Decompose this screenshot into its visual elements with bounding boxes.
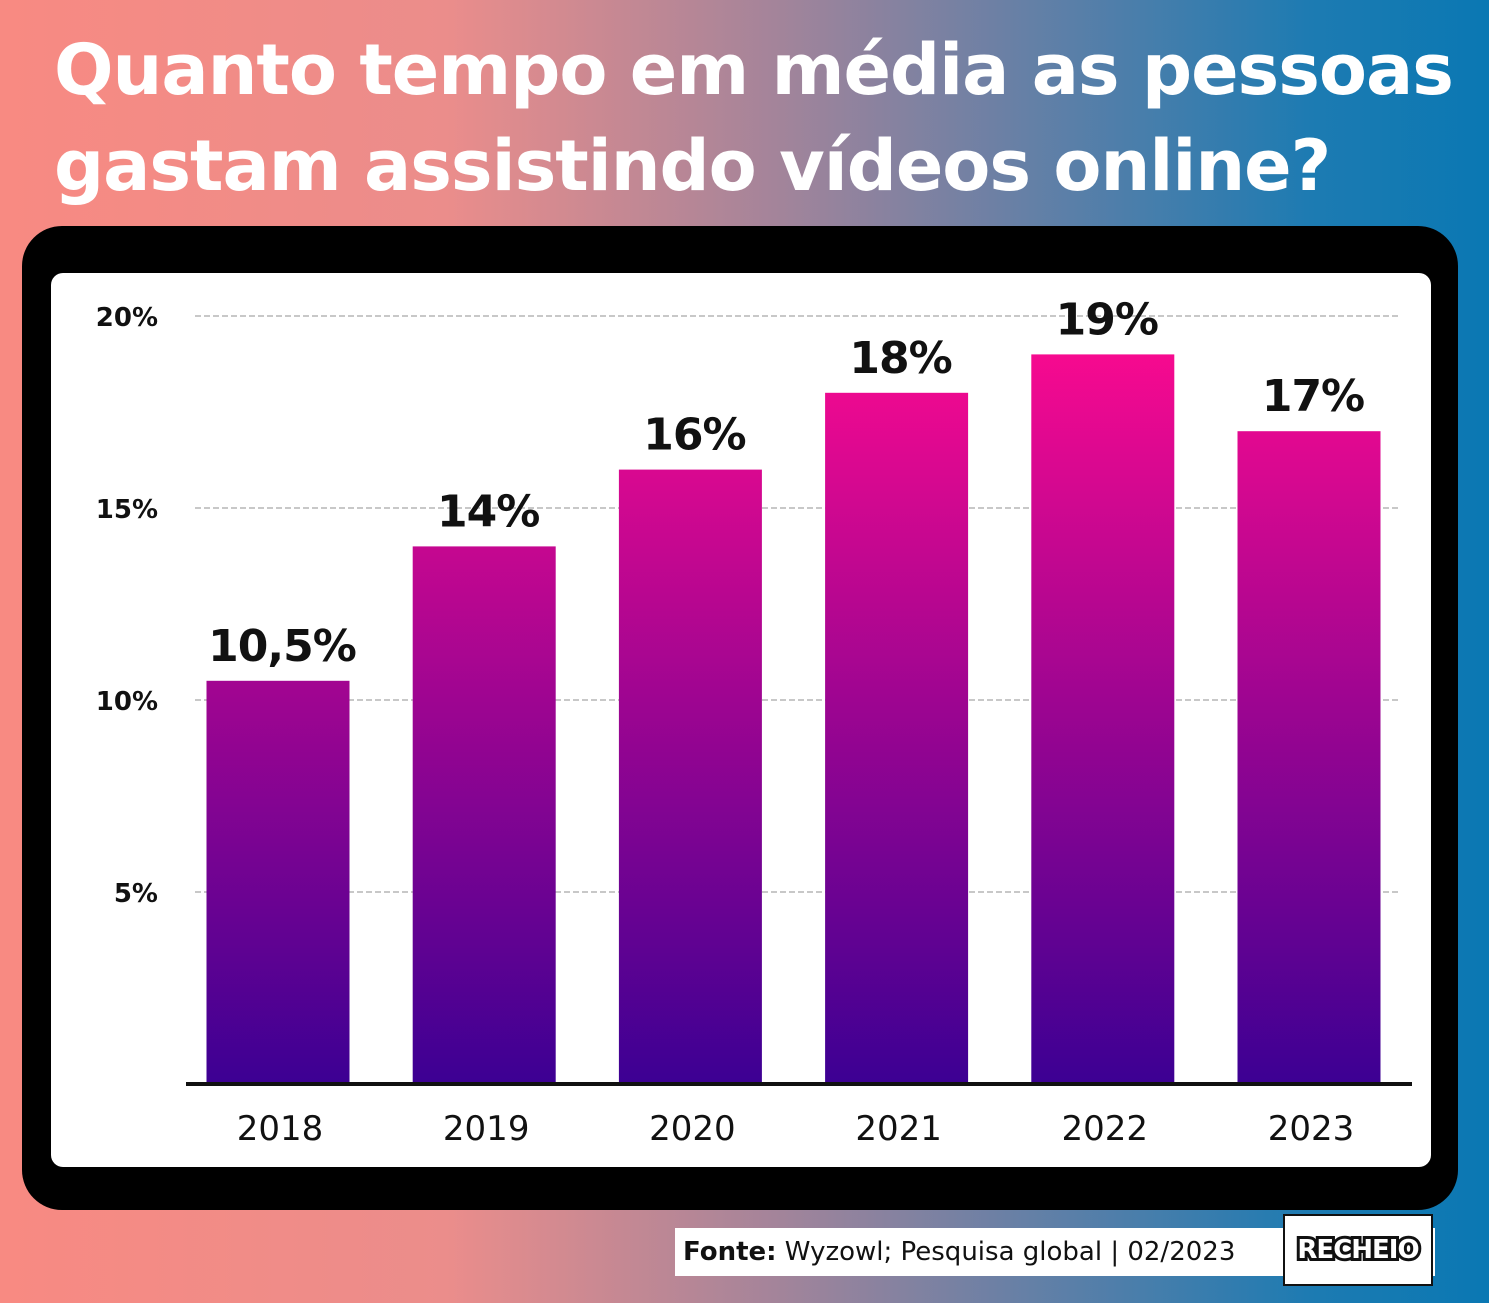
brand-logo: RECHEIO bbox=[1283, 1214, 1433, 1286]
data-label: 17% bbox=[1262, 371, 1364, 422]
x-tick-label: 2020 bbox=[649, 1109, 736, 1149]
source-text: Fonte: Wyzowl; Pesquisa global | 02/2023 bbox=[675, 1237, 1235, 1267]
x-tick-label: 2022 bbox=[1062, 1109, 1149, 1149]
y-tick-label: 10% bbox=[96, 687, 158, 717]
chart-title: Quanto tempo em média as pessoas gastam … bbox=[54, 22, 1474, 214]
bar bbox=[618, 469, 762, 1085]
y-tick-label: 5% bbox=[114, 879, 158, 909]
x-tick-label: 2018 bbox=[237, 1109, 324, 1149]
bar bbox=[825, 392, 969, 1084]
data-label: 10,5% bbox=[208, 621, 356, 672]
data-label: 18% bbox=[849, 333, 951, 384]
bar bbox=[1237, 431, 1381, 1084]
gridlines bbox=[195, 315, 1400, 893]
footer: Fonte: Wyzowl; Pesquisa global | 02/2023… bbox=[675, 1214, 1435, 1286]
labels: 5% 10% 15% 20% 10,5% 2018 14% 2019 16% 2020 18% 202… bbox=[96, 294, 1412, 1149]
source-label: Fonte: bbox=[683, 1237, 777, 1267]
source-detail: Wyzowl; Pesquisa global | 02/2023 bbox=[776, 1237, 1236, 1267]
y-tick-label: 15% bbox=[96, 495, 158, 525]
data-label: 16% bbox=[643, 410, 745, 461]
title-line-1: Quanto tempo em média as pessoas bbox=[54, 29, 1454, 111]
x-tick-label: 2023 bbox=[1268, 1109, 1355, 1149]
data-label: 19% bbox=[1056, 294, 1158, 345]
bar bbox=[1031, 354, 1175, 1084]
brand-name: RECHEIO bbox=[1294, 1232, 1422, 1268]
x-tick-label: 2019 bbox=[443, 1109, 530, 1149]
bar bbox=[412, 546, 556, 1084]
bars bbox=[206, 354, 1381, 1085]
bar bbox=[206, 680, 350, 1084]
x-tick-label: 2021 bbox=[855, 1109, 942, 1149]
y-tick-label: 20% bbox=[96, 303, 158, 333]
title-line-2: gastam assistindo vídeos online? bbox=[54, 125, 1331, 207]
data-label: 14% bbox=[437, 486, 539, 537]
